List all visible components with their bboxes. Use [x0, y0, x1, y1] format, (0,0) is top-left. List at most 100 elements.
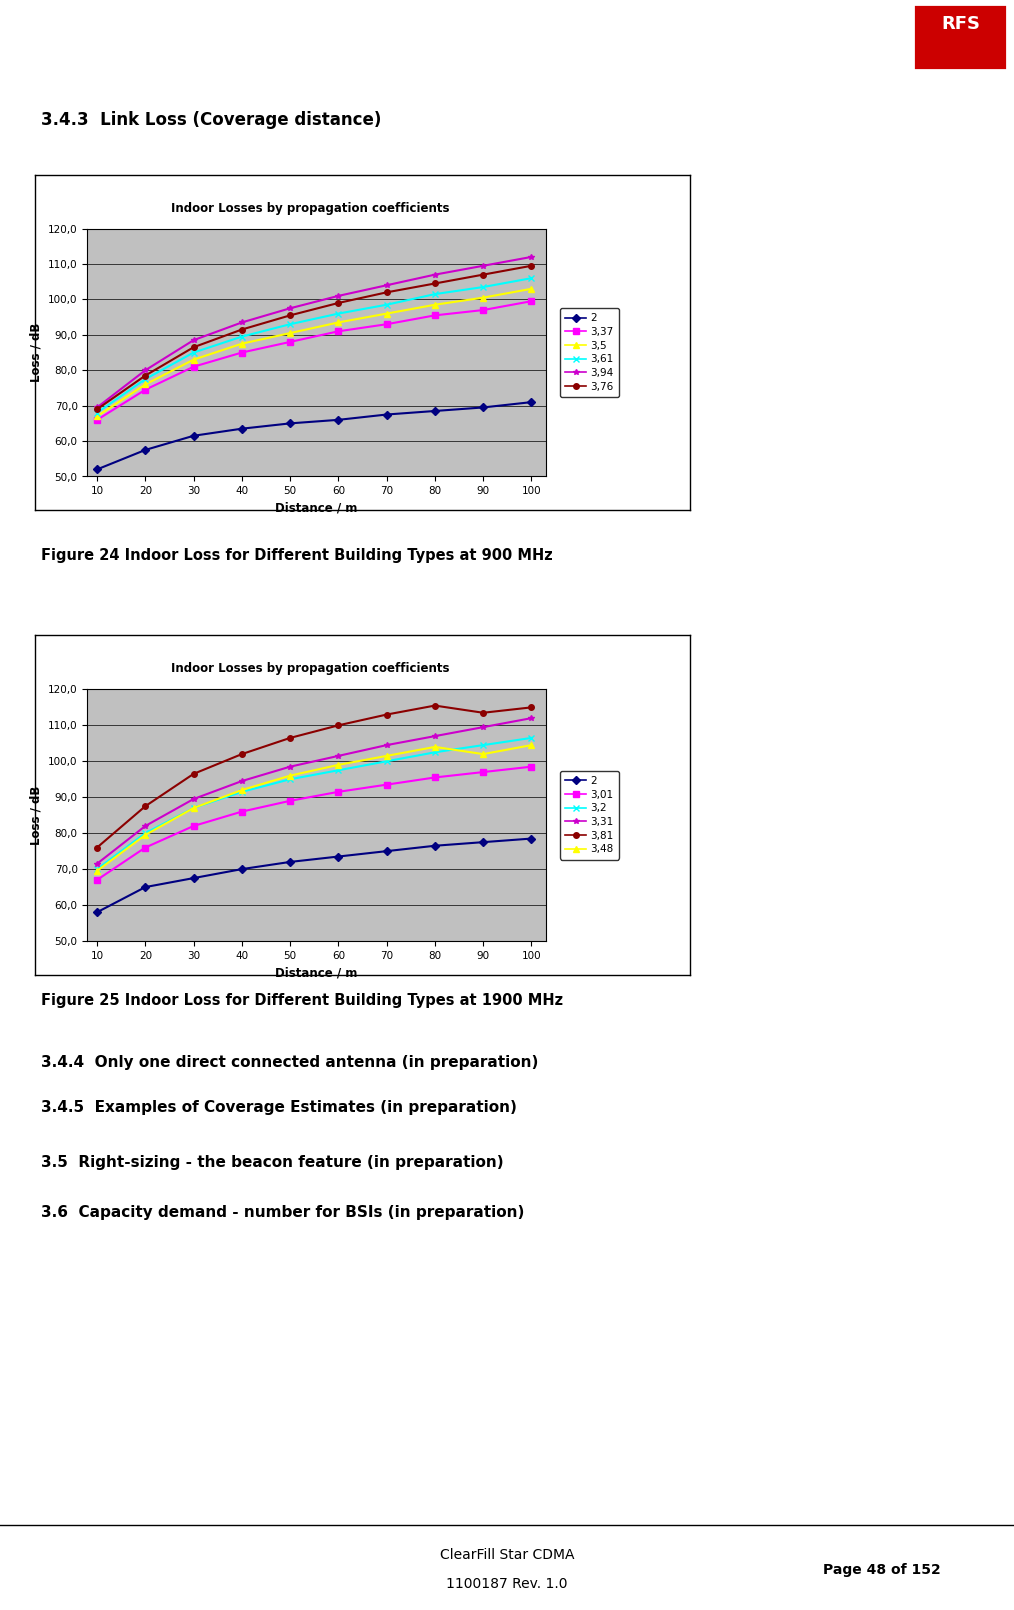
Line: 3,61: 3,61: [94, 275, 534, 415]
3,94: [91, 398, 103, 417]
3,61: [188, 343, 200, 362]
3,5: [139, 375, 151, 394]
3,48: [284, 766, 296, 786]
3,01: [333, 782, 345, 802]
Text: Indoor Losses by propagation coefficients: Indoor Losses by propagation coefficient…: [170, 201, 449, 214]
3,81: [429, 696, 441, 715]
3,76: [284, 306, 296, 325]
3,37: [333, 322, 345, 341]
3,76: [91, 399, 103, 419]
3,37: [188, 357, 200, 377]
Line: 2: 2: [94, 399, 534, 472]
3,81: [333, 716, 345, 736]
Text: Page 48 of 152: Page 48 of 152: [823, 1563, 941, 1576]
Text: RFS: RFS: [60, 1544, 92, 1558]
3,94: [477, 256, 489, 275]
3,81: [525, 697, 537, 716]
3,31: [139, 816, 151, 836]
Line: 3,76: 3,76: [94, 262, 534, 412]
3,31: [91, 853, 103, 873]
2: [91, 460, 103, 480]
Text: ClearFill Star CDMA: ClearFill Star CDMA: [440, 1549, 574, 1562]
2: [525, 393, 537, 412]
3,61: [429, 285, 441, 304]
Legend: 2, 3,37, 3,5, 3,61, 3,94, 3,76: 2, 3,37, 3,5, 3,61, 3,94, 3,76: [561, 308, 619, 398]
3,31: [333, 745, 345, 765]
3,5: [333, 312, 345, 332]
Y-axis label: Loss / dB: Loss / dB: [29, 324, 43, 382]
3,2: [188, 799, 200, 818]
3,94: [188, 330, 200, 349]
Line: 3,37: 3,37: [94, 298, 534, 422]
2: [429, 836, 441, 855]
3,2: [380, 752, 392, 771]
Text: Indoor Losses by propagation coefficients: Indoor Losses by propagation coefficient…: [170, 662, 449, 675]
3,48: [139, 826, 151, 845]
3,01: [477, 763, 489, 782]
3,81: [139, 797, 151, 816]
3,37: [429, 306, 441, 325]
3,76: [139, 365, 151, 385]
Text: Figure 24 Indoor Loss for Different Building Types at 900 MHz: Figure 24 Indoor Loss for Different Buil…: [41, 547, 553, 564]
Text: RFS: RFS: [941, 14, 981, 32]
3,01: [236, 802, 248, 821]
Text: 900 MHZ: 900 MHZ: [281, 242, 340, 254]
3,01: [525, 757, 537, 776]
Polygon shape: [0, 0, 527, 76]
X-axis label: Distance / m: Distance / m: [276, 502, 358, 515]
3,31: [380, 736, 392, 755]
2: [525, 829, 537, 848]
3,2: [429, 742, 441, 762]
3,94: [139, 361, 151, 380]
3,61: [139, 369, 151, 388]
Text: Figure 25 Indoor Loss for Different Building Types at 1900 MHz: Figure 25 Indoor Loss for Different Buil…: [41, 993, 563, 1008]
Text: 3.4.3  Link Loss (Coverage distance): 3.4.3 Link Loss (Coverage distance): [41, 111, 381, 129]
3,48: [525, 736, 537, 755]
3,81: [188, 765, 200, 784]
3,5: [380, 304, 392, 324]
3,61: [284, 314, 296, 333]
3,61: [333, 304, 345, 324]
3,01: [188, 816, 200, 836]
Line: 3,5: 3,5: [94, 287, 534, 419]
2: [284, 852, 296, 871]
3,5: [525, 279, 537, 298]
3,01: [91, 871, 103, 890]
3,76: [236, 320, 248, 340]
3,94: [284, 298, 296, 317]
3,76: [188, 338, 200, 357]
3,37: [525, 291, 537, 311]
3,81: [91, 837, 103, 857]
3,31: [284, 757, 296, 776]
3,94: [333, 287, 345, 306]
Text: 3.4.5  Examples of Coverage Estimates (in preparation): 3.4.5 Examples of Coverage Estimates (in…: [41, 1100, 516, 1116]
X-axis label: Distance / m: Distance / m: [276, 966, 358, 979]
2: [380, 404, 392, 423]
3,5: [236, 333, 248, 353]
3,2: [139, 823, 151, 842]
3,31: [477, 718, 489, 737]
3,81: [236, 744, 248, 763]
Line: 3,81: 3,81: [94, 704, 534, 850]
Line: 3,31: 3,31: [94, 715, 534, 866]
3,2: [284, 770, 296, 789]
3,31: [525, 708, 537, 728]
3,01: [429, 768, 441, 787]
3,48: [380, 745, 392, 765]
3,37: [284, 332, 296, 351]
2: [139, 440, 151, 459]
2: [380, 842, 392, 861]
2: [429, 401, 441, 420]
3,76: [333, 293, 345, 312]
FancyBboxPatch shape: [913, 5, 1007, 71]
3,31: [429, 726, 441, 745]
2: [333, 847, 345, 866]
Line: 2: 2: [94, 836, 534, 914]
3,2: [477, 736, 489, 755]
3,81: [477, 704, 489, 723]
3,81: [380, 705, 392, 724]
3,81: [284, 728, 296, 747]
3,61: [236, 327, 248, 346]
3,48: [188, 799, 200, 818]
Y-axis label: Loss / dB: Loss / dB: [29, 786, 43, 845]
